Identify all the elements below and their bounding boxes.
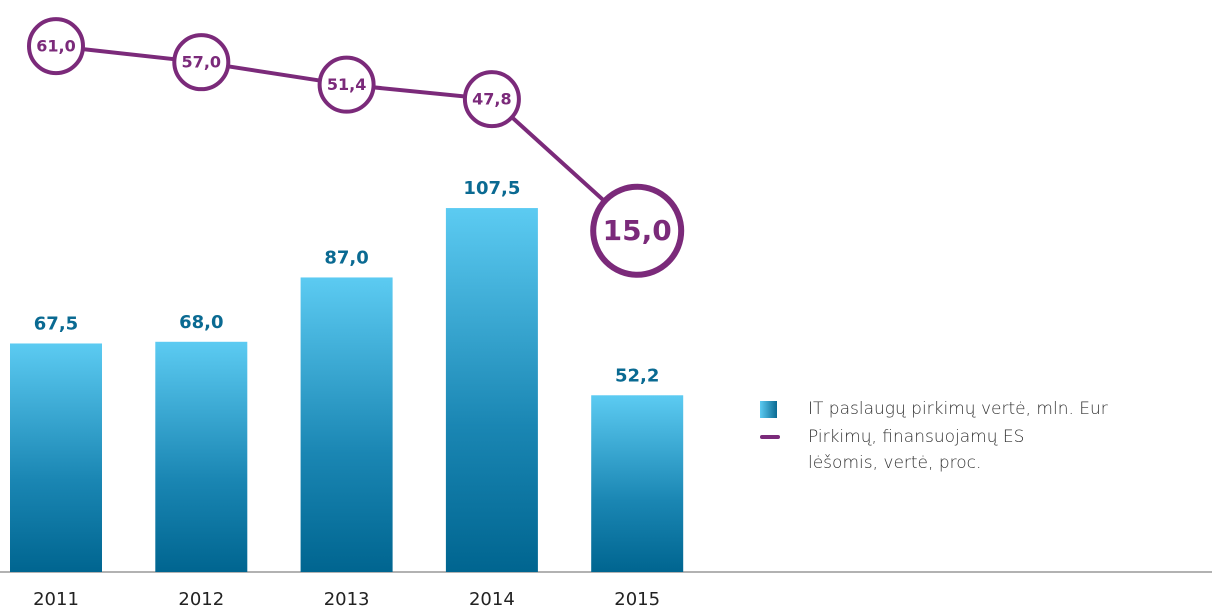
line-marker [590, 183, 685, 278]
data-label: 87,0 [324, 247, 368, 268]
x-tick-label: 2014 [469, 589, 515, 610]
x-tick-label: 2011 [33, 589, 79, 610]
line-marker [172, 33, 231, 92]
x-tick-label: 2012 [178, 589, 224, 610]
line-marker [317, 55, 376, 114]
legend-swatch [760, 435, 780, 439]
x-tick-label: 2015 [614, 589, 660, 610]
bar [155, 341, 248, 572]
legend-swatch [760, 401, 777, 418]
data-label: 15,0 [603, 214, 672, 247]
legend-label: Pirkimų, finansuojamų ES lėšomis, vertė,… [808, 427, 1025, 473]
data-label: 107,5 [463, 178, 520, 199]
line-marker [462, 70, 521, 129]
data-label: 61,0 [36, 37, 75, 56]
line-marker [27, 17, 85, 76]
data-label: 47,8 [472, 90, 511, 109]
bar [300, 277, 393, 572]
data-label: 67,5 [34, 313, 78, 334]
legend-label: IT paslaugų pirkimų vertė, mln. Eur [808, 399, 1108, 419]
legend-item: Pirkimų, finansuojamų ES lėšomis, vertė,… [760, 424, 1108, 476]
legend-item: IT paslaugų pirkimų vertė, mln. Eur [760, 396, 1108, 422]
data-label: 51,4 [327, 75, 366, 94]
bar [591, 395, 684, 572]
data-label: 52,2 [615, 365, 659, 386]
bar [445, 208, 538, 573]
data-label: 57,0 [182, 53, 221, 72]
legend: IT paslaugų pirkimų vertė, mln. Eur Pirk… [760, 396, 1108, 478]
x-tick-label: 2013 [324, 589, 370, 610]
bar [10, 343, 102, 572]
data-label: 68,0 [179, 312, 223, 333]
